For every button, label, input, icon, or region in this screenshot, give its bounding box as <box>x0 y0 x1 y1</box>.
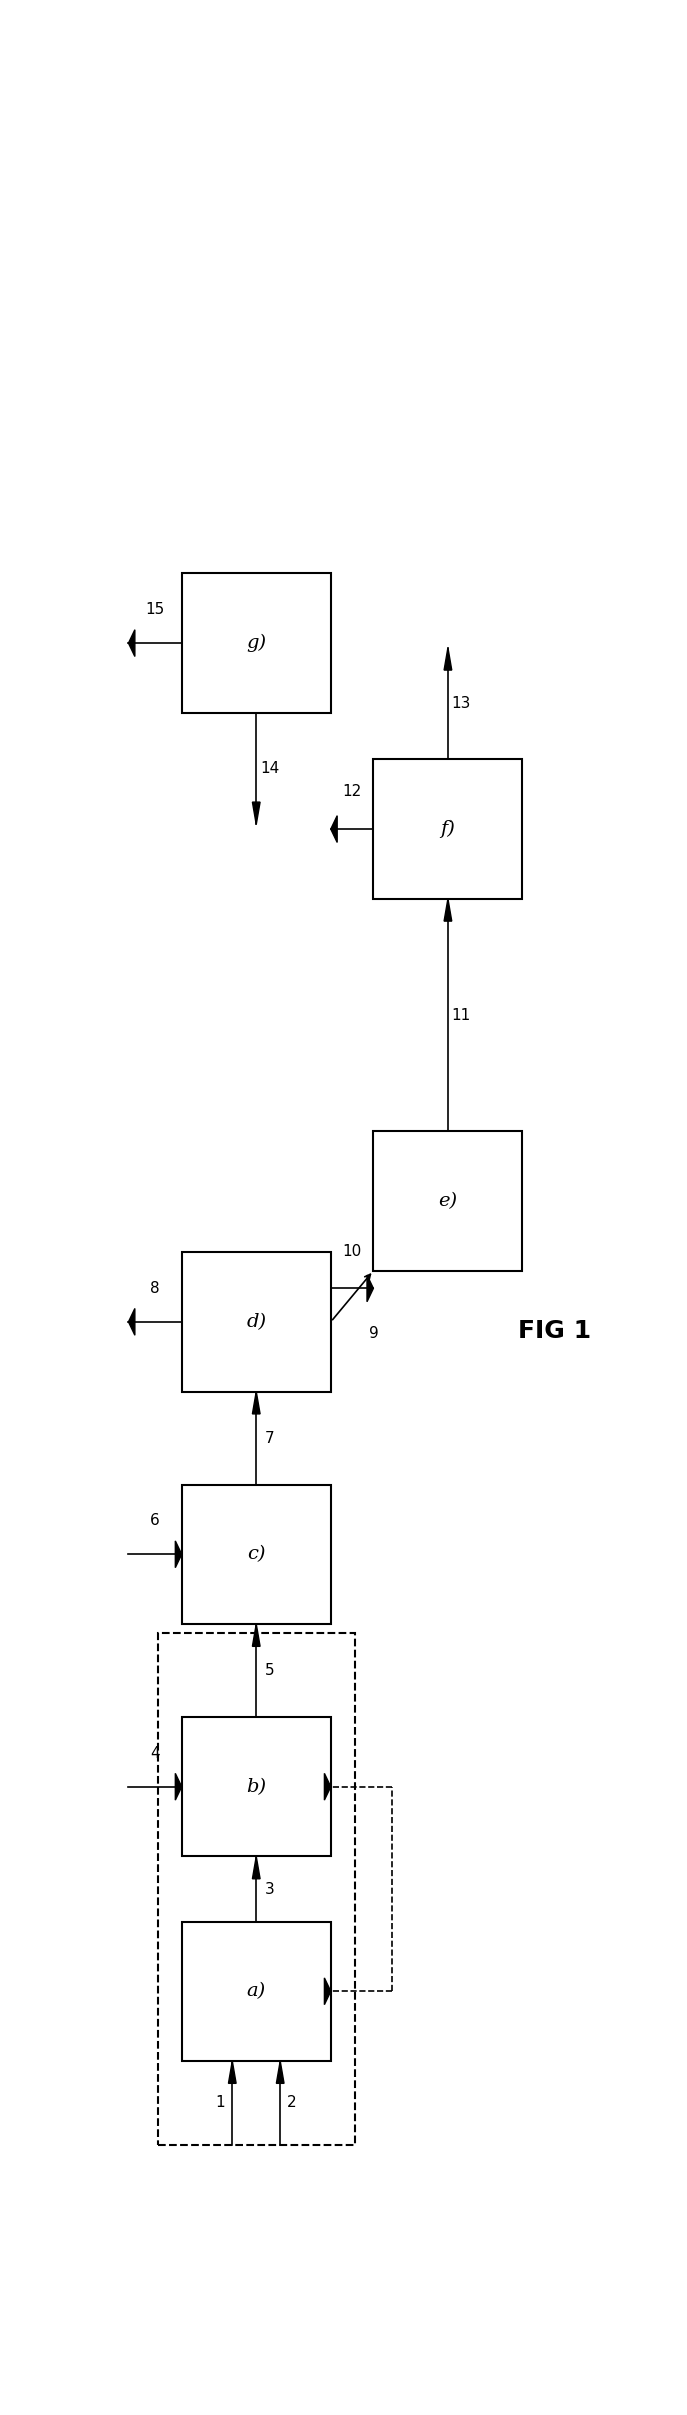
Text: b): b) <box>246 1777 267 1797</box>
Text: e): e) <box>438 1193 458 1210</box>
Text: FIG 1: FIG 1 <box>518 1319 591 1343</box>
Text: c): c) <box>247 1546 265 1563</box>
Polygon shape <box>444 647 452 669</box>
Text: 5: 5 <box>264 1664 274 1678</box>
Bar <box>374 758 523 898</box>
Bar <box>181 1922 331 2060</box>
Bar <box>374 1130 523 1270</box>
Polygon shape <box>252 1391 260 1413</box>
Bar <box>181 1485 331 1623</box>
Text: 14: 14 <box>260 761 279 775</box>
Bar <box>181 572 331 712</box>
Polygon shape <box>367 1275 374 1302</box>
Polygon shape <box>331 816 337 843</box>
Text: 2: 2 <box>287 2096 297 2111</box>
Polygon shape <box>175 1773 181 1799</box>
Polygon shape <box>252 1623 260 1647</box>
Polygon shape <box>252 1857 260 1879</box>
Text: d): d) <box>246 1314 267 1331</box>
Text: 6: 6 <box>150 1514 160 1529</box>
Text: a): a) <box>247 1983 266 2000</box>
Text: 11: 11 <box>451 1007 471 1022</box>
Text: 12: 12 <box>342 785 362 799</box>
Text: 8: 8 <box>150 1280 160 1297</box>
Text: 13: 13 <box>451 696 471 710</box>
Text: 1: 1 <box>216 2096 225 2111</box>
Bar <box>181 1717 331 1857</box>
Polygon shape <box>229 2060 236 2084</box>
Polygon shape <box>175 1541 181 1567</box>
Bar <box>181 1251 331 1391</box>
Text: g): g) <box>246 635 267 652</box>
Text: f): f) <box>440 821 455 838</box>
Polygon shape <box>128 1309 135 1335</box>
Polygon shape <box>324 1978 331 2004</box>
Text: 4: 4 <box>150 1746 160 1761</box>
Polygon shape <box>276 2060 284 2084</box>
Text: 10: 10 <box>342 1244 362 1258</box>
Text: 15: 15 <box>146 601 165 618</box>
Text: 9: 9 <box>368 1326 379 1340</box>
Text: 3: 3 <box>264 1881 274 1896</box>
Bar <box>158 1633 354 2145</box>
Polygon shape <box>128 630 135 657</box>
Polygon shape <box>324 1773 331 1799</box>
Text: 7: 7 <box>264 1430 274 1447</box>
Polygon shape <box>444 898 452 920</box>
Polygon shape <box>252 802 260 824</box>
